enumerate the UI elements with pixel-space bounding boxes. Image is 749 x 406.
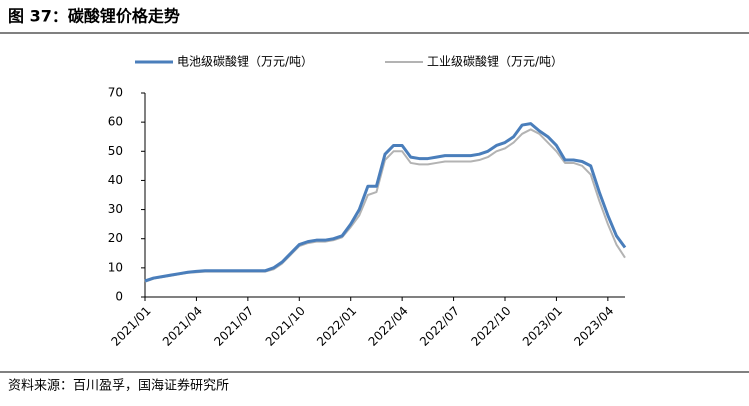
x-tick-label: 2022/01 xyxy=(314,304,359,349)
y-tick-label: 0 xyxy=(115,290,123,304)
y-tick-label: 60 xyxy=(108,115,123,129)
source: 资料来源：百川盈孚，国海证券研究所 xyxy=(8,378,229,394)
x-tick-label: 2023/04 xyxy=(571,304,616,349)
x-tick-label: 2022/10 xyxy=(468,304,513,349)
chart-title: 图 37：碳酸锂价格走势 xyxy=(8,7,180,26)
legend-label: 工业级碳酸锂（万元/吨） xyxy=(427,54,563,69)
x-tick-label: 2021/01 xyxy=(108,304,153,349)
x-tick-label: 2021/07 xyxy=(211,304,256,349)
y-tick-label: 70 xyxy=(108,86,123,100)
x-tick-label: 2021/10 xyxy=(263,304,308,349)
y-tick-label: 10 xyxy=(108,260,123,274)
x-tick-label: 2022/07 xyxy=(417,304,462,349)
y-tick-label: 40 xyxy=(108,173,123,187)
y-tick-label: 30 xyxy=(108,202,123,216)
x-tick-label: 2021/04 xyxy=(160,304,205,349)
x-tick-label: 2022/04 xyxy=(366,304,411,349)
x-tick-label: 2023/01 xyxy=(520,304,565,349)
legend-label: 电池级碳酸锂（万元/吨） xyxy=(177,54,313,69)
y-tick-label: 50 xyxy=(108,144,123,158)
series-line xyxy=(144,122,627,283)
y-tick-label: 20 xyxy=(108,231,123,245)
